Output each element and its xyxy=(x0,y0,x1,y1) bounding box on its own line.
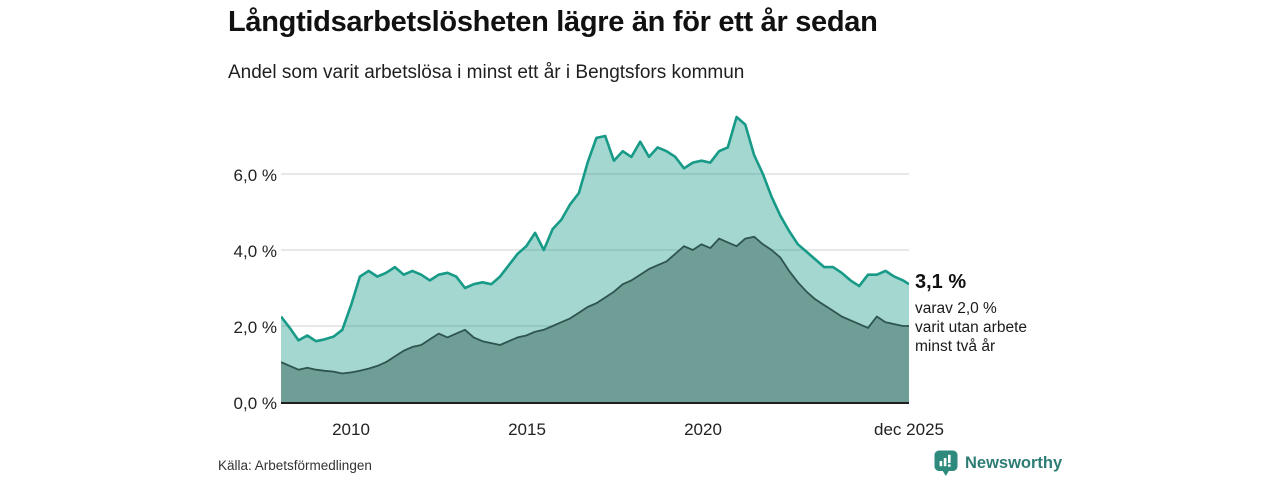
detail-line-1: varav 2,0 % xyxy=(915,300,997,317)
y-tick-2: 2,0 % xyxy=(233,318,277,337)
area-chart-plot xyxy=(281,115,909,404)
x-tick-dec-2025: dec 2025 xyxy=(874,420,944,439)
detail-line-2: varit utan arbete xyxy=(915,319,1028,336)
page-title: Långtidsarbetslösheten lägre än för ett … xyxy=(228,6,878,38)
source-credit: Källa: Arbetsförmedlingen xyxy=(218,458,372,473)
x-tick-2010: 2010 xyxy=(332,420,370,439)
latest-value-label: 3,1 % xyxy=(915,271,967,293)
brand-logo: Newsworthy xyxy=(934,450,1062,477)
x-tick-2015: 2015 xyxy=(508,420,546,439)
y-tick-4: 4,0 % xyxy=(233,242,277,261)
x-tick-2020: 2020 xyxy=(684,420,722,439)
detail-line-3: minst två år xyxy=(915,338,996,355)
brand-name: Newsworthy xyxy=(965,454,1063,472)
y-tick-0: 0,0 % xyxy=(233,394,277,413)
y-tick-6: 6,0 % xyxy=(233,166,277,185)
latest-value-detail: varav 2,0 % varit utan arbete minst två … xyxy=(915,299,1027,356)
newsworthy-icon xyxy=(934,450,958,476)
chart-subtitle: Andel som varit arbetslösa i minst ett å… xyxy=(228,62,745,83)
